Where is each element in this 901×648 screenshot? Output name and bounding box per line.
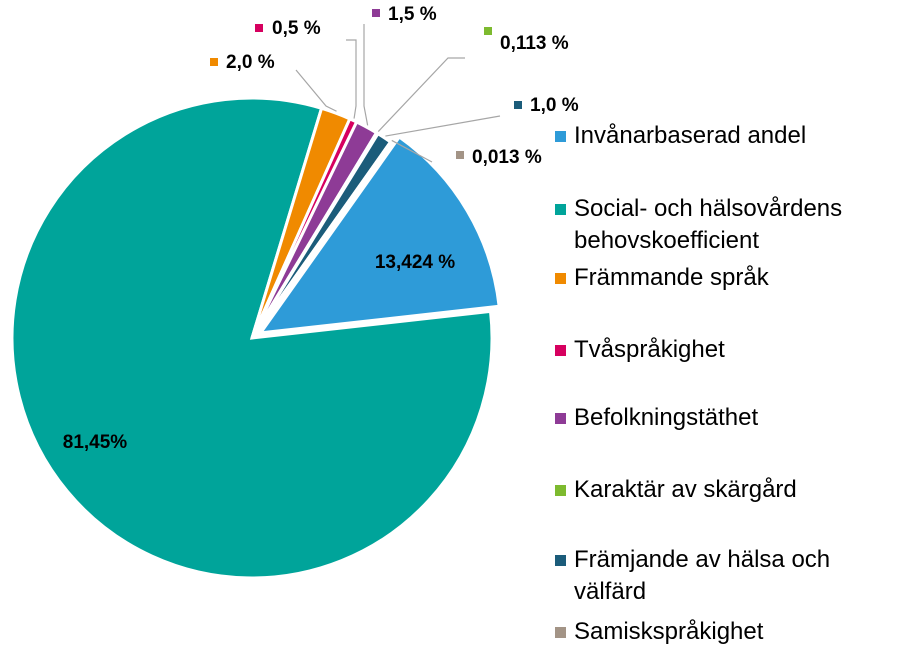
legend-swatch bbox=[555, 485, 566, 496]
legend-label: Tvåspråkighet bbox=[574, 336, 725, 363]
data-label: 13,424 % bbox=[375, 252, 455, 273]
leader-line bbox=[391, 139, 433, 163]
data-label: 0,113 % bbox=[500, 33, 569, 54]
legend-swatch bbox=[555, 204, 566, 215]
leader-line bbox=[363, 24, 369, 126]
legend-swatch bbox=[555, 413, 566, 424]
legend-item: Tvåspråkighet bbox=[555, 334, 895, 366]
legend-item: Social- och hälsovårdens behovskoefficie… bbox=[555, 193, 895, 257]
legend-label: Främjande av hälsa och välfärd bbox=[574, 546, 831, 605]
leader-line bbox=[346, 39, 357, 119]
label-marker bbox=[210, 58, 218, 66]
legend-label: Invånarbaserad andel bbox=[574, 122, 807, 149]
data-label: 81,45% bbox=[63, 432, 128, 453]
leader-line bbox=[377, 57, 465, 132]
legend-label: Befolkningstäthet bbox=[574, 404, 759, 431]
leader-line bbox=[385, 115, 501, 137]
legend-label: Samiskspråkighet bbox=[574, 618, 764, 645]
leader-line bbox=[295, 69, 337, 112]
legend-item: Befolkningstäthet bbox=[555, 402, 895, 434]
data-label: 1,0 % bbox=[530, 95, 579, 116]
label-marker bbox=[514, 101, 522, 109]
legend-item: Främjande av hälsa och välfärd bbox=[555, 544, 895, 608]
legend-item: Främmande språk bbox=[555, 262, 895, 294]
data-label: 0,013 % bbox=[472, 147, 542, 168]
legend-swatch bbox=[555, 627, 566, 638]
legend-swatch bbox=[555, 131, 566, 142]
pie-slice bbox=[257, 134, 501, 335]
data-label: 2,0 % bbox=[226, 52, 275, 73]
data-label: 0,5 % bbox=[272, 18, 321, 39]
legend-swatch bbox=[555, 273, 566, 284]
legend-label: Karaktär av skärgård bbox=[574, 476, 797, 503]
legend-item: Karaktär av skärgård bbox=[555, 474, 895, 506]
legend-item: Samiskspråkighet bbox=[555, 616, 895, 648]
legend-label: Social- och hälsovårdens behovskoefficie… bbox=[574, 195, 843, 254]
legend-label: Främmande språk bbox=[574, 264, 769, 291]
label-marker bbox=[372, 9, 380, 17]
legend-swatch bbox=[555, 345, 566, 356]
legend-item: Invånarbaserad andel bbox=[555, 120, 895, 152]
label-marker bbox=[456, 151, 464, 159]
pie-slice bbox=[250, 139, 393, 339]
legend-swatch bbox=[555, 555, 566, 566]
data-label: 1,5 % bbox=[388, 4, 437, 25]
label-marker bbox=[255, 24, 263, 32]
label-marker bbox=[484, 27, 492, 35]
